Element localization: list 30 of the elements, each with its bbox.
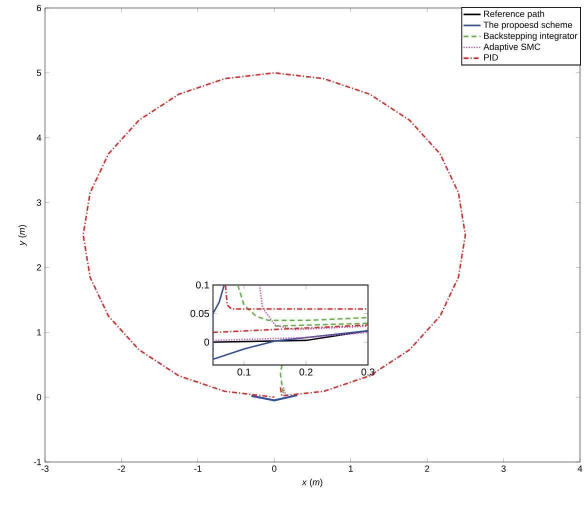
x-tick-label: -3: [41, 466, 49, 472]
line-series: [280, 364, 284, 396]
x-tick-label: 0.3: [361, 368, 374, 376]
y-tick-label: 5: [36, 70, 42, 76]
x-tick-label: 0.1: [237, 368, 250, 376]
x-tick-label: 1: [348, 466, 353, 472]
x-tick-label: 4: [578, 466, 582, 472]
x-tick-label: 0.2: [299, 368, 312, 376]
legend-label: Backstepping integrator: [484, 32, 578, 41]
y-tick-label: 0: [36, 394, 42, 400]
y-tick-label: 4: [36, 134, 42, 141]
y-tick-label: 3: [36, 199, 42, 206]
x-axis-title: x (m): [302, 478, 322, 488]
y-tick-label: 2: [36, 264, 42, 271]
legend-label: The propoesd scheme: [484, 21, 572, 30]
y-tick-label: 0: [204, 338, 210, 346]
y-tick-label: -1: [34, 458, 42, 466]
x-tick-label: -2: [118, 466, 125, 472]
x-tick-label: 3: [501, 466, 506, 472]
x-tick-label: 0: [272, 466, 276, 472]
y-tick-label: 1: [37, 329, 42, 336]
y-axis-title: y (m): [18, 225, 27, 246]
y-tick-label: 6: [36, 4, 42, 12]
y-tick-label: 0.05: [190, 310, 210, 318]
x-tick-label: 2: [425, 466, 430, 472]
legend-label: Adaptive SMC: [483, 43, 540, 52]
line-series: [82, 72, 466, 398]
legend-label: Reference path: [484, 10, 544, 19]
legend-label: PID: [484, 54, 498, 61]
y-tick-label: 0.1: [196, 281, 210, 289]
